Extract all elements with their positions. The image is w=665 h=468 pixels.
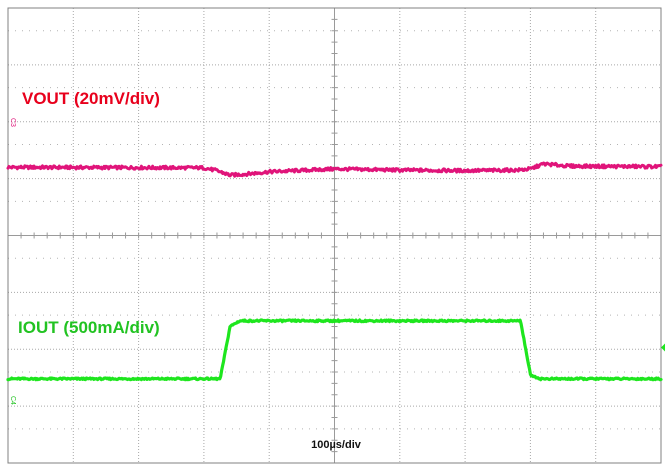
graticule bbox=[7, 7, 662, 464]
iout-trace bbox=[6, 318, 663, 382]
vout-trace bbox=[6, 161, 663, 178]
iout-series-label: IOUT (500mA/div) bbox=[18, 318, 160, 337]
traces bbox=[6, 161, 665, 382]
x-axis-scale-label: 100µs/div bbox=[311, 439, 362, 451]
iout-channel-marker: C4 bbox=[9, 396, 16, 405]
trace-labels: VOUT (20mV/div) IOUT (500mA/div) C3 C4 1… bbox=[9, 89, 362, 451]
vout-series-label: VOUT (20mV/div) bbox=[22, 89, 160, 108]
plot-frame bbox=[7, 7, 662, 464]
vout-channel-marker: C3 bbox=[9, 118, 16, 127]
iout-level-marker bbox=[661, 343, 665, 352]
